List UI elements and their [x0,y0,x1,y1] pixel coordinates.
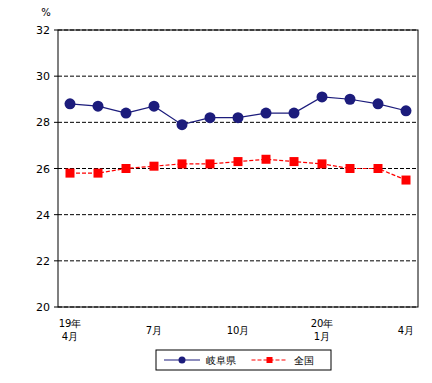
series-line [70,97,406,125]
grid-line [58,260,418,261]
point-marker [93,101,104,112]
y-tick-label: 26 [36,163,50,176]
plot-frame [58,30,418,307]
point-marker [122,164,131,173]
plot-marks [65,91,412,184]
point-marker [178,159,187,168]
legend-label: 岐阜県 [206,355,236,366]
y-tick [54,76,58,77]
x-tick-label: 19年4月 [59,318,82,342]
point-marker [150,162,159,171]
point-marker [149,101,160,112]
x-tick-label-line: 1月 [314,331,330,342]
point-marker [206,159,215,168]
point-marker [401,105,412,116]
point-marker [345,94,356,105]
point-marker [289,108,300,119]
legend-marker [179,357,186,364]
point-marker [233,112,244,123]
legend-box [156,350,331,370]
y-tick [54,214,58,215]
y-tick-label: 28 [36,116,50,129]
legend-label: 全国 [294,355,314,366]
x-tick-label: 4月 [398,325,414,336]
y-tick [54,307,58,308]
x-tick-label-line: 10月 [227,325,250,336]
point-marker [66,169,75,178]
x-tick-label: 10月 [227,325,250,336]
x-tick-label: 7月 [146,325,162,336]
y-tick [54,260,58,261]
x-tick-label: 20年1月 [311,318,334,342]
x-tick-label-line: 4月 [62,331,78,342]
point-marker [177,119,188,130]
point-marker [402,176,411,185]
point-marker [234,157,243,166]
point-marker [373,98,384,109]
y-tick [54,122,58,123]
y-tick [54,168,58,169]
point-marker [318,159,327,168]
y-tick-label: 20 [36,301,50,314]
grid-line [58,76,418,77]
y-tick-label: 22 [36,255,50,268]
point-marker [205,112,216,123]
chart: 20222426283032%19年4月7月10月20年1月4月岐阜県全国 [0,0,432,383]
y-tick-label: 32 [36,24,50,37]
x-tick-label-line: 7月 [146,325,162,336]
point-marker [346,164,355,173]
x-tick-label-line: 19年 [59,318,82,329]
point-marker [121,108,132,119]
point-marker [94,169,103,178]
point-marker [65,98,76,109]
y-axis-label: % [41,7,51,18]
y-tick [54,30,58,31]
point-marker [262,155,271,164]
x-tick-label-line: 20年 [311,318,334,329]
point-marker [261,108,272,119]
x-tick-label-line: 4月 [398,325,414,336]
legend-marker [267,357,273,363]
point-marker [290,157,299,166]
y-tick-label: 30 [36,70,50,83]
y-tick-label: 24 [36,209,50,222]
point-marker [374,164,383,173]
point-marker [317,91,328,102]
grid-line [58,214,418,215]
